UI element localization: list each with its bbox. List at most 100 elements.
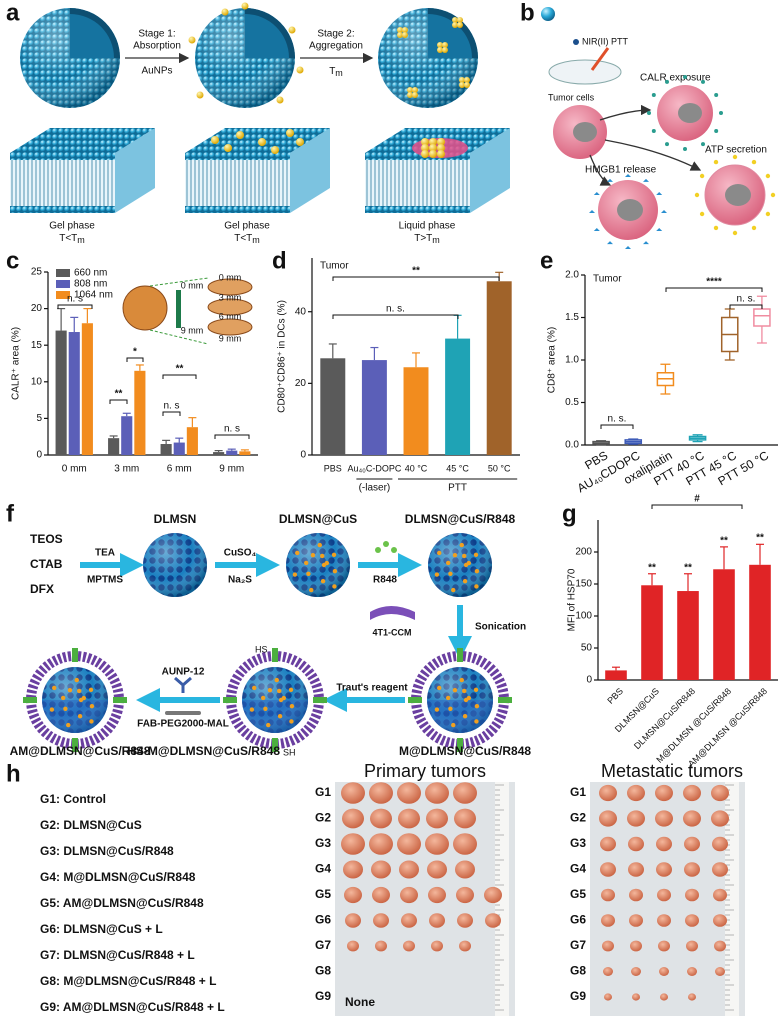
stage-label: Stage 1: xyxy=(138,29,175,40)
tumor xyxy=(343,860,363,879)
compound: DLMSN xyxy=(154,512,197,526)
compound: AM@DLMSN@CuS/R848 xyxy=(10,744,151,758)
tumor xyxy=(341,833,365,855)
group-label: G8: M@DLMSN@CuS/R848 + L xyxy=(40,974,216,988)
cus-particle xyxy=(277,688,282,694)
cus-particle xyxy=(434,572,440,577)
gold-particle xyxy=(457,17,463,23)
reagent: AUNP-12 xyxy=(162,667,205,678)
cus-particle xyxy=(332,568,338,574)
calr-marker xyxy=(665,142,670,147)
atp-marker xyxy=(751,159,757,165)
tumor xyxy=(628,862,644,877)
gold-particle xyxy=(429,138,437,146)
chart-title: Tumor xyxy=(593,274,622,285)
gold-particle xyxy=(421,144,429,152)
tumor xyxy=(660,993,668,1001)
atp-marker xyxy=(770,192,776,198)
cus-particle xyxy=(303,560,309,566)
y-axis-label: CALR⁺ area (%) xyxy=(11,327,22,400)
tumor xyxy=(397,833,421,855)
bar xyxy=(486,281,512,455)
cus-particle xyxy=(445,695,451,701)
row-label: G4 xyxy=(315,862,331,876)
compound: HS-M@DLMSN@CuS/R848 xyxy=(127,744,280,758)
y-tick-label: 200 xyxy=(575,547,592,558)
tumor xyxy=(601,914,615,927)
atp-marker xyxy=(751,225,757,231)
tumor xyxy=(632,993,640,1001)
row-label: G6 xyxy=(315,913,331,927)
calr-marker xyxy=(700,79,705,84)
chart-title: Tumor xyxy=(320,261,349,272)
cus-particle xyxy=(260,695,266,701)
gold-particle xyxy=(407,87,413,93)
row-label: G3 xyxy=(570,836,586,850)
cus-particle xyxy=(459,542,464,548)
atp-marker xyxy=(765,211,771,217)
tumor xyxy=(713,888,727,902)
bracket xyxy=(332,276,500,281)
tumor xyxy=(600,836,616,852)
tumor xyxy=(428,886,446,904)
chart: d 0 20 40 CD80⁺CD86⁺ in DCs (%) PBS Au₄₀C-DOPC… xyxy=(272,247,520,494)
shape xyxy=(370,606,415,620)
illustration xyxy=(23,648,127,752)
cus-particle xyxy=(67,688,73,693)
text-part: T<T xyxy=(234,233,252,244)
tumor xyxy=(658,940,670,952)
inset-slice xyxy=(207,318,253,336)
cus-particle xyxy=(466,695,471,701)
x-tick-label: DLMSN@CuS/R848 xyxy=(632,686,697,751)
y-tick-label: 0 xyxy=(586,675,592,686)
cus-particle xyxy=(324,560,329,566)
tumor xyxy=(657,914,671,927)
bar xyxy=(445,338,471,455)
cus-particle xyxy=(466,560,471,566)
tumor xyxy=(627,810,645,827)
shape xyxy=(589,154,612,186)
reagent: Na₂S xyxy=(228,575,252,586)
cus-particle xyxy=(277,714,283,719)
gold-particle xyxy=(437,42,443,48)
tumor xyxy=(400,886,418,904)
tumor xyxy=(712,862,728,877)
row-label: G7 xyxy=(315,938,331,952)
panel-letter: g xyxy=(562,500,577,527)
tumor xyxy=(627,784,645,802)
gold-particle xyxy=(188,36,196,44)
y-tick-label: 20 xyxy=(295,378,307,389)
gold-particle xyxy=(412,87,418,93)
cus-particle xyxy=(252,685,257,691)
cus-particle xyxy=(281,695,286,701)
gold-particle xyxy=(196,91,204,99)
label: NIR(II) PTT xyxy=(582,36,628,46)
phase-label: T>Tm xyxy=(414,233,440,246)
gold-particle xyxy=(442,42,448,48)
tumor xyxy=(602,940,614,952)
annotation: ** xyxy=(684,563,692,574)
shape xyxy=(599,104,652,121)
y-tick-label: 5 xyxy=(36,413,42,424)
atp-marker xyxy=(699,211,705,217)
x-tick-label: 9 mm xyxy=(219,464,244,475)
tumor xyxy=(457,913,473,928)
tumor xyxy=(369,782,393,804)
y-tick-label: 0 xyxy=(300,450,306,461)
shape xyxy=(548,59,622,85)
bracket xyxy=(162,411,181,416)
hmgb1-marker xyxy=(624,174,631,177)
inset-label: 0 mm xyxy=(219,272,242,282)
cus-particle xyxy=(451,722,456,728)
bar xyxy=(160,444,172,455)
reagent: TEOS xyxy=(30,532,63,546)
tumor xyxy=(371,860,391,879)
tumor xyxy=(453,782,477,804)
reagent: DFX xyxy=(30,582,54,596)
cus-particle xyxy=(473,552,479,558)
illustration xyxy=(408,648,512,752)
annotation: ** xyxy=(720,536,728,547)
cus-particle xyxy=(295,550,300,556)
annotation: ** xyxy=(648,563,656,574)
cus-particle xyxy=(474,703,480,709)
